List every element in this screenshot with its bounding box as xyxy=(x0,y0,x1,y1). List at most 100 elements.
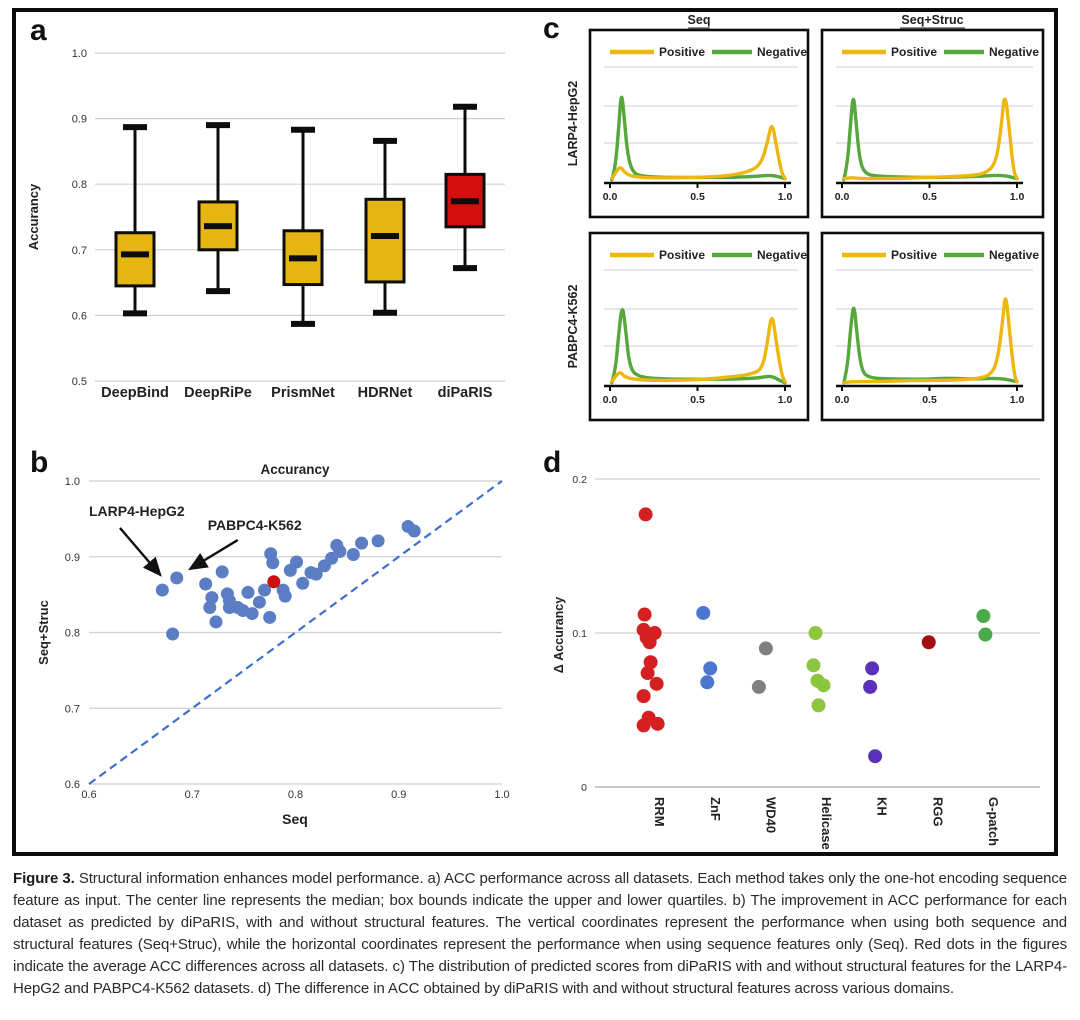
median-line xyxy=(121,251,149,258)
data-point xyxy=(696,605,711,620)
data-point xyxy=(806,658,821,673)
category-label: ZnF xyxy=(708,797,723,821)
data-point xyxy=(296,576,310,590)
category-label: RRM xyxy=(652,797,667,827)
legend-label-positive: Positive xyxy=(659,45,705,59)
data-point xyxy=(371,534,385,548)
y-tick-label: 0.8 xyxy=(72,179,87,191)
data-point xyxy=(203,601,217,615)
x-tick-label: 0.5 xyxy=(690,394,705,406)
panel-a-boxplot: 1.0 0.9 0.8 0.7 0.6 0.5 Accurancy DeepBind DeepR… xyxy=(26,48,505,401)
y-tick-label: 0.2 xyxy=(572,474,587,486)
y-tick-label: 0.7 xyxy=(72,245,87,257)
data-point xyxy=(209,615,223,629)
panel-d-stripplot: 0.2 0.1 0 Δ Accurancy RRM ZnF WD40 Helicase KH RG… xyxy=(552,474,1040,850)
x-tick-label: 0.7 xyxy=(185,789,200,801)
x-tick-label: 0.0 xyxy=(835,394,850,406)
data-point xyxy=(278,589,292,603)
data-point xyxy=(642,635,657,650)
median-line xyxy=(371,233,399,240)
data-point xyxy=(643,655,658,670)
data-point xyxy=(290,555,304,569)
figure-caption: Figure 3. Structural information enhance… xyxy=(13,868,1067,1000)
median-line xyxy=(204,223,232,230)
data-point xyxy=(355,536,369,550)
category-label: DeepBind xyxy=(101,385,169,401)
category-label: WD40 xyxy=(763,797,778,833)
data-point xyxy=(333,544,347,558)
panel-c-density-grid: Seq Seq+Struc LARP4-HepG2 PABPC4-K562 Positi… xyxy=(566,13,1045,422)
subplot-frame xyxy=(820,28,1045,219)
legend-label-negative: Negative xyxy=(989,45,1039,59)
y-tick-label: 0.7 xyxy=(65,703,80,715)
y-tick-label: 0.1 xyxy=(572,628,587,640)
y-axis-label: Seq+Struc xyxy=(36,600,51,665)
x-tick-label: 0.0 xyxy=(603,191,618,203)
data-point xyxy=(816,678,831,693)
data-point xyxy=(166,627,180,641)
data-point xyxy=(700,675,715,690)
x-tick-label: 0.6 xyxy=(81,789,96,801)
data-point xyxy=(650,716,665,731)
data-point xyxy=(640,666,655,681)
x-tick-label: 1.0 xyxy=(778,191,793,203)
subplot-frame xyxy=(820,231,1045,422)
data-point xyxy=(245,607,259,621)
panel-c-label: c xyxy=(543,12,560,45)
data-point xyxy=(978,627,993,642)
density-curve-negative xyxy=(610,95,787,182)
data-point xyxy=(170,571,184,585)
y-tick-label: 1.0 xyxy=(65,476,80,488)
data-point xyxy=(205,591,219,605)
annotation-arrow xyxy=(188,539,239,571)
data-point xyxy=(252,595,266,609)
x-tick-label: 1.0 xyxy=(1010,394,1025,406)
median-line xyxy=(289,255,317,262)
row-label: LARP4-HepG2 xyxy=(566,81,580,166)
data-point xyxy=(921,635,936,650)
data-point xyxy=(263,610,277,624)
x-tick-label: 0.8 xyxy=(288,789,303,801)
median-line xyxy=(451,198,479,205)
mean-data-point xyxy=(267,575,281,589)
annotation-label: LARP4-HepG2 xyxy=(89,503,185,519)
x-tick-label: 0.9 xyxy=(391,789,406,801)
caption-body: Structural information enhances model pe… xyxy=(13,870,1067,997)
y-tick-label: 0.9 xyxy=(65,552,80,564)
data-point xyxy=(215,565,229,579)
diagonal-identity-line xyxy=(88,480,503,785)
data-point xyxy=(346,547,360,561)
category-label: KH xyxy=(875,797,890,816)
data-point xyxy=(266,556,280,570)
data-point xyxy=(637,607,652,622)
y-tick-label: 0.9 xyxy=(72,114,87,126)
x-tick-label: 0.5 xyxy=(922,394,937,406)
annotation-label: PABPC4-K562 xyxy=(208,517,302,533)
legend-label-positive: Positive xyxy=(891,45,937,59)
box xyxy=(364,197,406,284)
data-point xyxy=(241,585,255,599)
category-label: Helicase xyxy=(819,797,834,850)
x-axis-label: Seq xyxy=(282,811,308,827)
column-header: Seq xyxy=(688,13,711,27)
y-axis-label: Δ Accurancy xyxy=(552,597,566,673)
y-tick-label: 0.6 xyxy=(65,779,80,791)
data-point xyxy=(407,524,421,538)
category-label: diPaRIS xyxy=(438,385,493,401)
y-tick-label: 1.0 xyxy=(72,48,87,60)
x-tick-label: 0.0 xyxy=(603,394,618,406)
y-tick-label: 0.6 xyxy=(72,310,87,322)
data-point xyxy=(976,609,991,624)
data-point xyxy=(703,661,718,676)
x-tick-label: 1.0 xyxy=(494,789,509,801)
data-point xyxy=(751,679,766,694)
y-tick-label: 0 xyxy=(581,782,587,794)
density-curve-positive xyxy=(610,316,787,384)
data-point xyxy=(863,679,878,694)
subplot-frame xyxy=(588,231,810,422)
box xyxy=(114,231,156,288)
data-point xyxy=(758,641,773,656)
subplot-frame xyxy=(588,28,810,219)
data-point xyxy=(155,583,169,597)
category-label: G-patch xyxy=(986,797,1001,846)
